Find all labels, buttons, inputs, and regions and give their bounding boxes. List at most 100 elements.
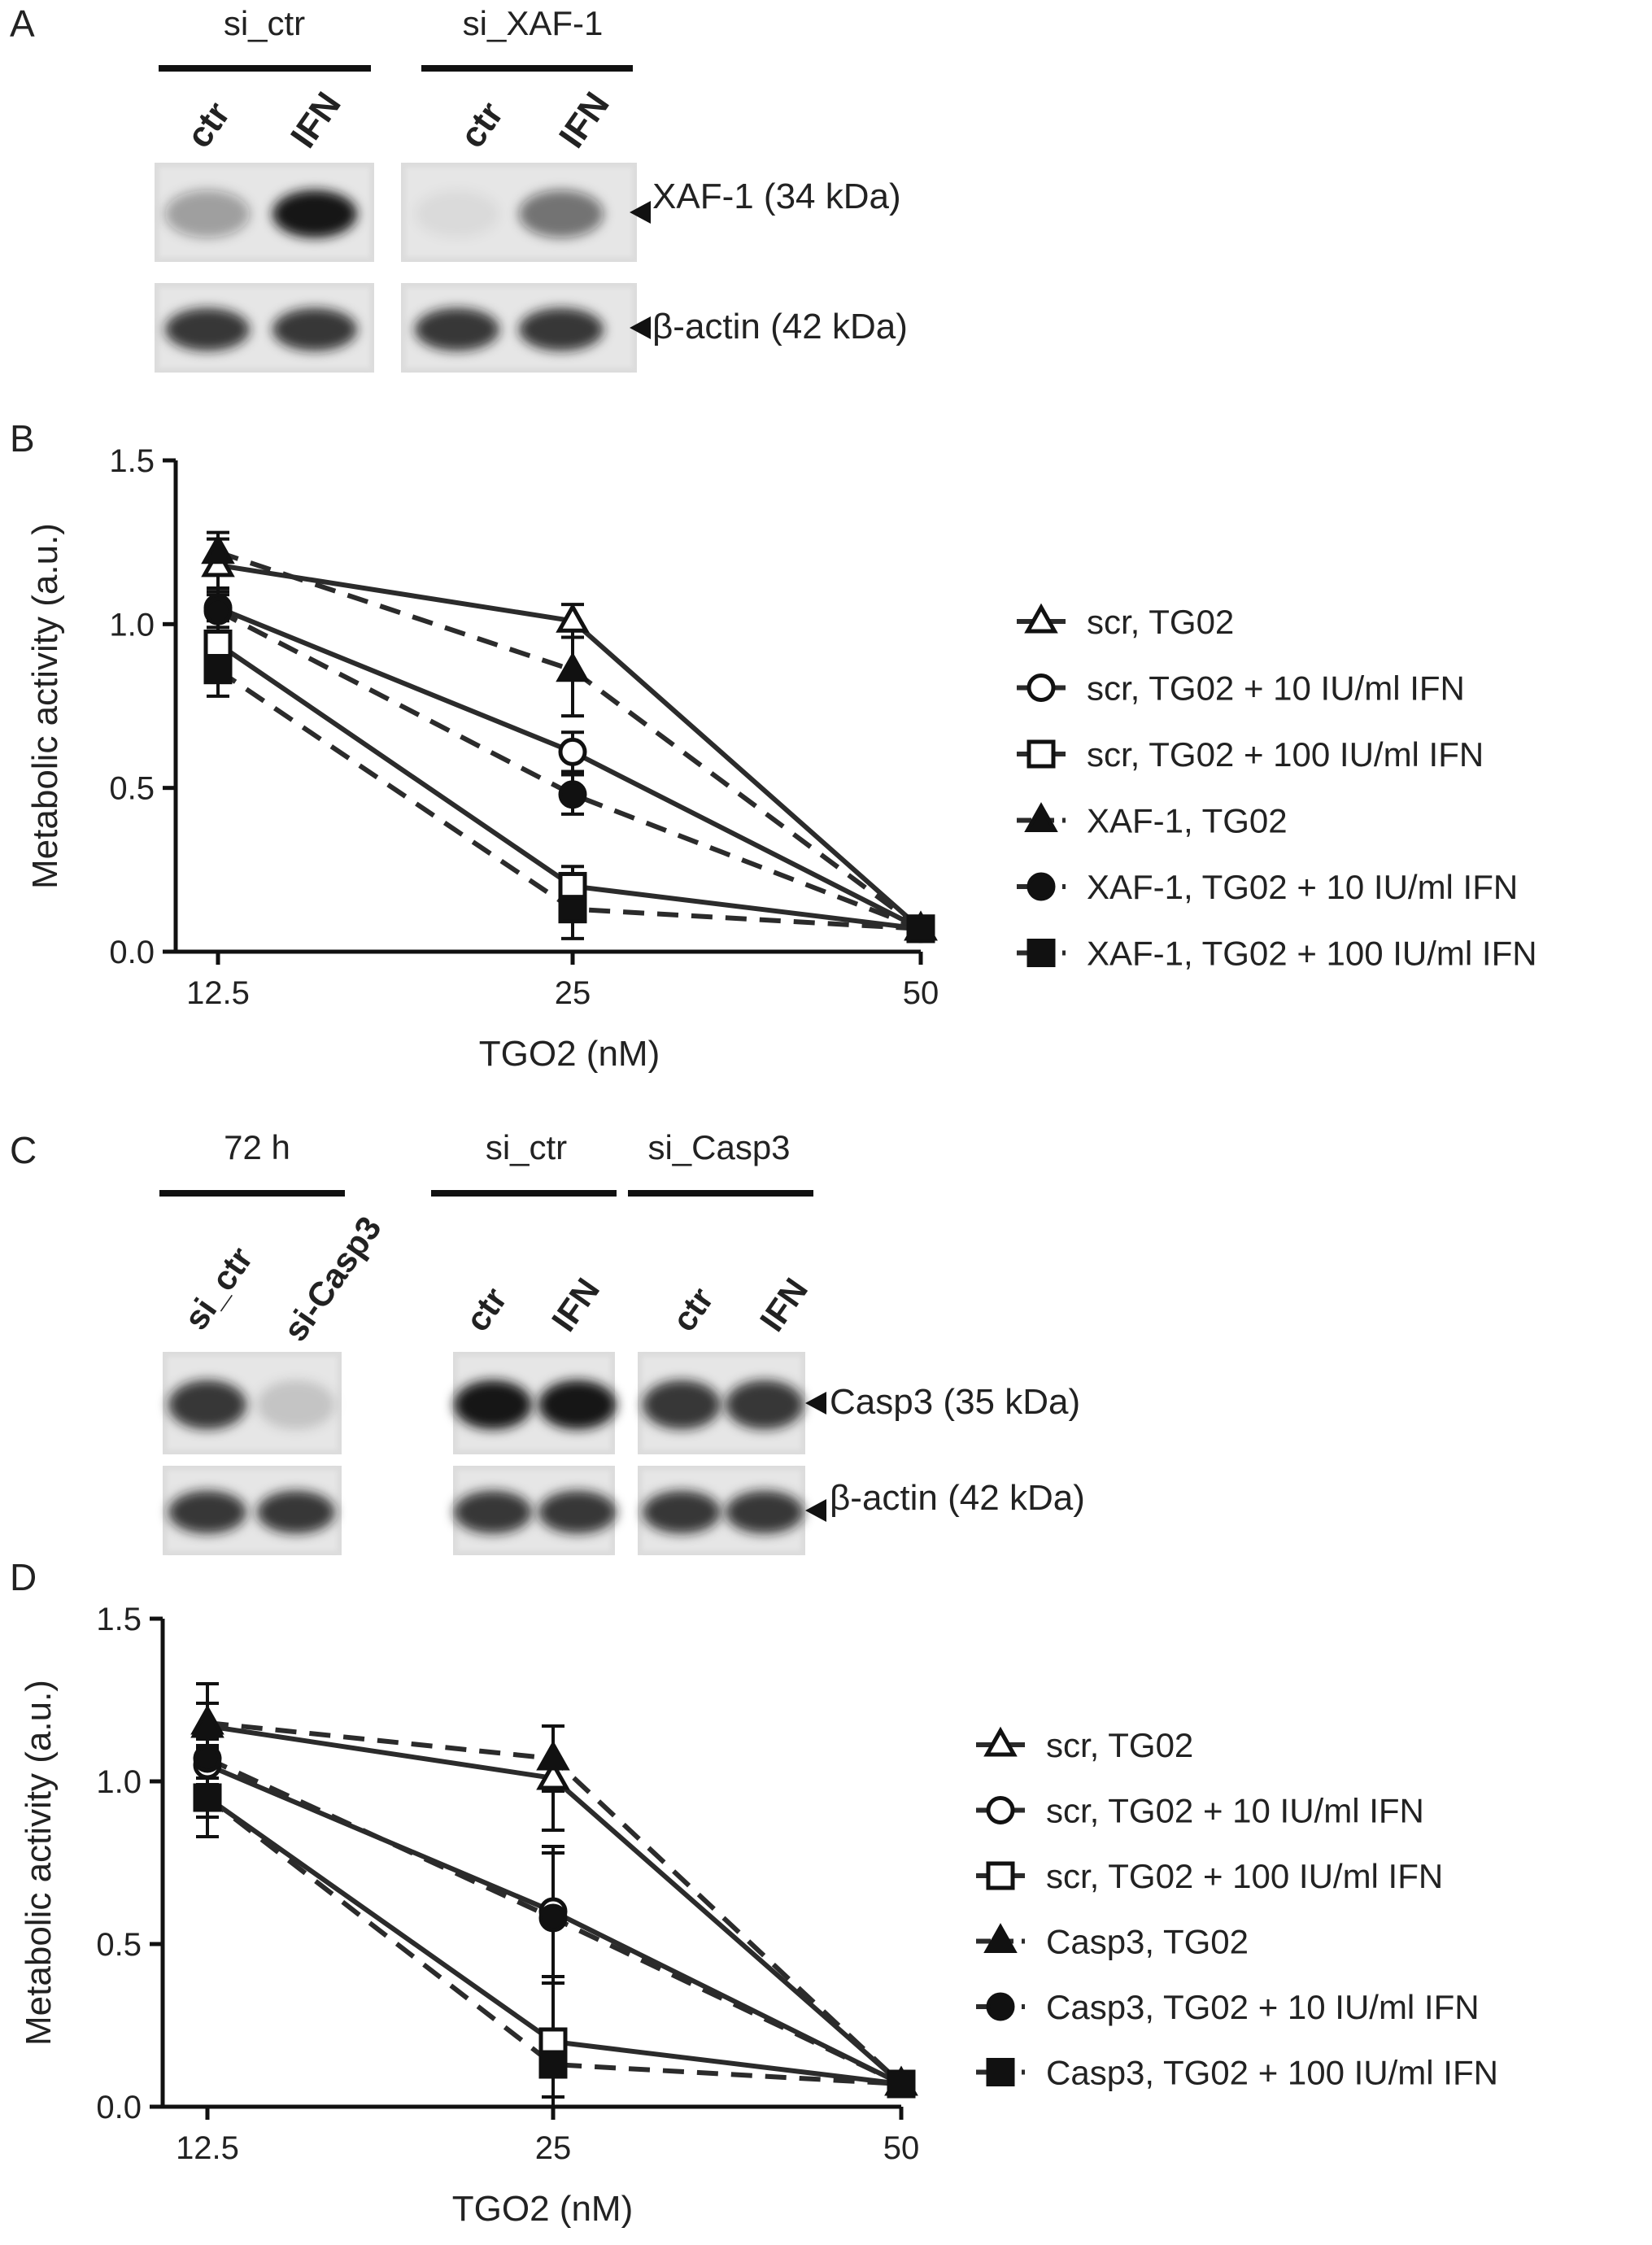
chart-b-legend-marker [1027,739,1056,769]
chart-b-legend-label: scr, TG02 [1087,603,1234,641]
chart-d-y-tick-label: 0.0 [96,2090,142,2125]
chart-d-legend-label: Casp3, TG02 + 100 IU/ml IFN [1046,2054,1498,2092]
chart-b-marker [558,737,587,766]
chart-b-series-line [217,549,922,931]
blot-c-lane-label: si_ctr [177,1240,260,1336]
blot-a-band [165,307,250,351]
panel-a-letter: A [10,2,35,45]
panel-a: A si_ctr si_XAF-1 ctr IFN ctr IFN XAF-1 … [10,2,908,373]
chart-b-legend-label: scr, TG02 + 10 IU/ml IFN [1087,669,1465,708]
panel-c-letter: C [10,1129,37,1171]
blot-a-band [165,190,250,238]
blot-c-arrow-icon [805,1499,826,1522]
blot-c-band [538,1380,617,1430]
chart-d-legend-marker [986,1992,1015,2021]
chart-b-y-axis-title: Metabolic activity (a.u.) [25,523,65,889]
chart-d: 0.0 0.5 1.0 1.5 12.5 25 50 TGO2 (nM) Metabolic a… [19,1602,1498,2229]
chart-d-legend-label: Casp3, TG02 + 10 IU/ml IFN [1046,1988,1480,2026]
blot-c-lane-label: ctr [665,1280,721,1338]
blot-c-lane-label: ctr [458,1280,514,1338]
chart-b-x-axis-title: TGO2 (nM) [479,1034,660,1074]
blot-c-arrow-icon [805,1392,826,1415]
blot-c-band [168,1490,246,1534]
chart-b-x-tick-label: 12.5 [186,975,250,1011]
blot-a-arrow-icon [630,316,651,339]
chart-b-marker [558,895,587,924]
blot-a-band-label: XAF-1 (34 kDa) [652,177,901,216]
panel-b-letter: B [10,417,35,460]
blot-c-band [538,1490,617,1534]
chart-b-legend-label: XAF-1, TG02 [1087,802,1288,840]
chart-d-marker [193,1783,222,1812]
chart-d-x-axis-title: TGO2 (nM) [452,2189,633,2229]
chart-b-marker [558,780,587,809]
blot-a-lane-label: ctr [452,95,511,155]
chart-b-legend-label: scr, TG02 + 100 IU/ml IFN [1087,735,1484,774]
chart-b-y-tick-label: 1.5 [109,443,155,479]
chart-b-marker [201,534,235,565]
chart-b-y-tick-label: 0.0 [109,935,155,970]
blot-a-lane-label: ctr [179,95,238,155]
chart-b-marker [203,596,233,626]
chart-b-legend-label: XAF-1, TG02 + 10 IU/ml IFN [1087,868,1518,906]
panel-d: D 0.0 0.5 1.0 1.5 12.5 25 50 TGO2 (nM) Metabolic… [10,1556,1498,2229]
chart-d-legend-marker [986,1861,1015,1890]
chart-d-y-tick-label: 0.5 [96,1927,142,1963]
chart-b-legend-marker [1027,674,1056,702]
chart-b-legend-label: XAF-1, TG02 + 100 IU/ml IFN [1087,935,1537,973]
blot-a-band-label: β-actin (42 kDa) [652,307,908,347]
chart-d-y-tick-label: 1.5 [96,1602,142,1637]
chart-d-y-tick-label: 1.0 [96,1764,142,1800]
chart-d-marker [538,2050,568,2079]
blot-c-band [643,1490,721,1534]
chart-b-x-tick-label: 25 [555,975,591,1011]
chart-d-legend-label: scr, TG02 + 100 IU/ml IFN [1046,1857,1443,1895]
chart-d-marker [536,1759,570,1790]
blot-a-band [519,190,604,238]
blot-c-band [168,1380,246,1430]
chart-b-y-tick-label: 0.5 [109,771,155,807]
chart-d-marker [190,1704,224,1735]
chart-b-marker [558,871,587,900]
chart-d-marker [887,2069,916,2099]
chart-b-marker [556,602,590,633]
blot-c-band [454,1380,532,1430]
blot-c-band [726,1490,804,1534]
blot-a-band [519,307,604,351]
chart-d-marker [536,1740,570,1771]
chart-b-legend-marker [1024,603,1058,634]
blot-c-band [257,1380,335,1430]
blot-c-band [643,1380,721,1430]
chart-b-legend-marker [1027,872,1056,901]
blot-a-band [415,307,499,351]
western-blot-a [155,163,651,373]
chart-b-marker [556,652,590,682]
chart-b-marker [203,656,233,685]
panel-b: B 0.0 0.5 1.0 1.5 12.5 25 50 TGO2 (nM) Metabolic… [10,417,1537,1074]
blot-a-group-label: si_ctr [224,4,305,42]
blot-c-band [454,1490,532,1534]
chart-d-legend-label: scr, TG02 + 10 IU/ml IFN [1046,1792,1424,1830]
blot-c-lane-label: IFN [544,1271,607,1338]
blot-c-band-label: Casp3 (35 kDa) [830,1382,1080,1422]
blot-c-band [726,1380,804,1430]
chart-d-legend-marker [983,1726,1018,1757]
chart-d-series-line [206,1795,902,2086]
chart-d-marker [193,1744,222,1773]
chart-b-legend-marker [1027,939,1056,967]
blot-a-lane-label: IFN [283,85,349,155]
chart-d-legend-label: scr, TG02 [1046,1726,1193,1764]
blot-c-group-label: si_ctr [486,1128,567,1166]
blot-a-arrow-icon [630,201,651,224]
blot-a-group-label: si_XAF-1 [463,4,604,42]
blot-a-band [272,190,357,238]
chart-d-x-tick-label: 50 [883,2130,920,2166]
chart-d-x-tick-label: 25 [535,2130,572,2166]
chart-b-legend-marker [1024,802,1058,832]
chart-b-marker [906,914,935,944]
chart-b: 0.0 0.5 1.0 1.5 12.5 25 50 TGO2 (nM) Metabolic a… [25,443,1537,1074]
western-blot-c [163,1352,826,1555]
blot-c-lane-label: IFN [752,1271,815,1338]
chart-b-y-tick-label: 1.0 [109,607,155,643]
